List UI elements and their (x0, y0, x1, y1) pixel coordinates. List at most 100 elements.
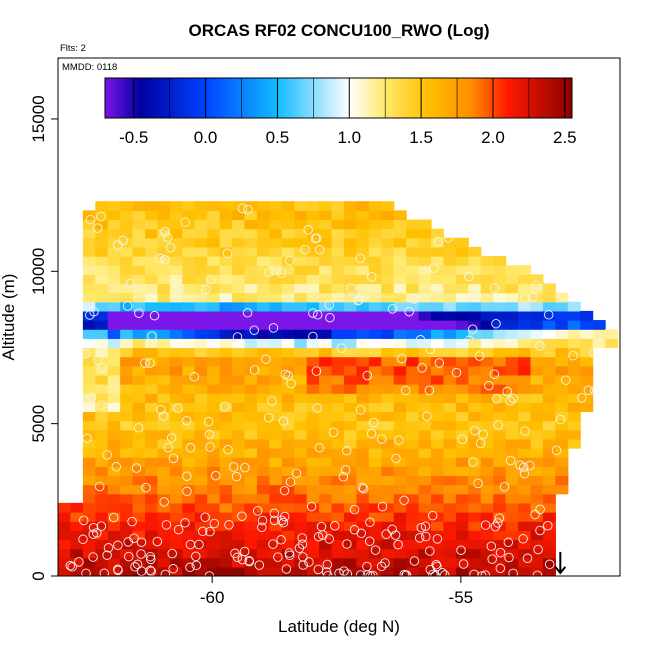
heatmap-cell (194, 265, 208, 275)
heatmap-cell (157, 448, 171, 458)
heatmap-cell (95, 548, 109, 559)
heatmap-cell (281, 365, 295, 376)
heatmap-cell (82, 548, 96, 559)
heatmap-cell (319, 530, 333, 541)
heatmap-cell (393, 539, 407, 550)
sample-point (168, 453, 179, 464)
heatmap-cell (518, 274, 532, 285)
heatmap-cell (82, 356, 96, 367)
colorbar-segment (388, 78, 393, 118)
sample-point (355, 253, 366, 264)
heatmap-cell (82, 566, 96, 576)
heatmap-cell (343, 548, 357, 559)
heatmap-cell (505, 338, 519, 349)
sample-point (339, 566, 349, 576)
colorbar-segment (428, 78, 433, 118)
heatmap-cell (431, 320, 445, 330)
heatmap-cell (505, 530, 519, 541)
heatmap-cell (232, 374, 246, 385)
heatmap-cell (145, 484, 159, 495)
heatmap-cell (294, 448, 308, 458)
sample-point (429, 263, 439, 273)
heatmap-cell (331, 466, 345, 477)
heatmap-cell (468, 502, 482, 513)
sample-point (377, 501, 388, 512)
heatmap-cell (480, 301, 494, 312)
colorbar-segment (155, 78, 159, 118)
heatmap-cell (244, 521, 258, 531)
sample-point (298, 552, 308, 562)
heatmap-cell (518, 347, 532, 358)
heatmap-cell (567, 338, 581, 349)
heatmap-cell (480, 521, 494, 531)
heatmap-cell (207, 438, 221, 449)
heatmap-cell (169, 201, 183, 211)
colorbar-segment (108, 78, 113, 118)
sample-point (322, 559, 333, 570)
heatmap-cell (319, 283, 333, 294)
sample-point (237, 511, 247, 521)
heatmap-cell (207, 384, 221, 394)
colorbar-segment (341, 78, 346, 118)
heatmap-cell (219, 384, 233, 394)
colorbar-segment (268, 78, 273, 118)
heatmap-cell (530, 557, 544, 568)
heatmap-cell (306, 530, 320, 541)
heatmap-cell (542, 310, 556, 321)
heatmap-cell (281, 356, 295, 367)
colorbar-segment (265, 78, 269, 118)
heatmap-cell (194, 429, 208, 440)
sample-point (543, 310, 554, 320)
heatmap-cell (542, 374, 556, 385)
heatmap-cell (518, 393, 532, 403)
sample-point (113, 540, 123, 551)
heatmap-cell (580, 365, 594, 376)
heatmap-cell (95, 228, 109, 239)
heatmap-cell (381, 210, 395, 221)
heatmap-cell (381, 329, 395, 339)
heatmap-cell (542, 493, 556, 504)
heatmap-cell (455, 539, 469, 550)
heatmap-cell (319, 347, 333, 358)
sample-point (278, 416, 289, 426)
heatmap-cell (580, 393, 594, 403)
heatmap-cell (219, 493, 233, 504)
heatmap-cell (132, 228, 146, 239)
heatmap-cell (244, 210, 258, 221)
heatmap-cell (493, 512, 507, 522)
heatmap-cell (244, 484, 258, 495)
heatmap-cell (132, 530, 146, 541)
heatmap-cell (356, 338, 370, 349)
heatmap-cell (157, 219, 171, 230)
heatmap-cell (356, 539, 370, 550)
heatmap-cell (132, 521, 146, 531)
colorbar-segment (118, 78, 123, 118)
heatmap-cell (281, 438, 295, 449)
heatmap-cell (281, 210, 295, 221)
heatmap-cell (169, 402, 183, 413)
heatmap-cell (493, 557, 507, 568)
sample-point (273, 552, 283, 562)
heatmap-cell (518, 292, 532, 303)
heatmap-cell (107, 283, 121, 294)
heatmap-cell (145, 502, 159, 513)
sample-point (387, 304, 398, 314)
heatmap-cell (145, 320, 159, 330)
heatmap-cell (244, 457, 258, 467)
heatmap-cell (244, 411, 258, 422)
heatmap-cell (592, 320, 606, 330)
x-axis-label: Latitude (deg N) (278, 617, 400, 636)
heatmap-cell (443, 521, 457, 531)
heatmap-cell (381, 292, 395, 303)
heatmap-cell (219, 420, 233, 431)
heatmap-cell (256, 384, 270, 394)
heatmap-cell (505, 320, 519, 330)
heatmap-cell (418, 338, 432, 349)
heatmap-cell (82, 237, 96, 248)
sample-point (80, 348, 91, 359)
heatmap-cell (406, 548, 420, 559)
heatmap-cell (145, 201, 159, 211)
heatmap-cell (207, 557, 221, 568)
sample-point (399, 495, 409, 506)
heatmap-cell (331, 484, 345, 495)
